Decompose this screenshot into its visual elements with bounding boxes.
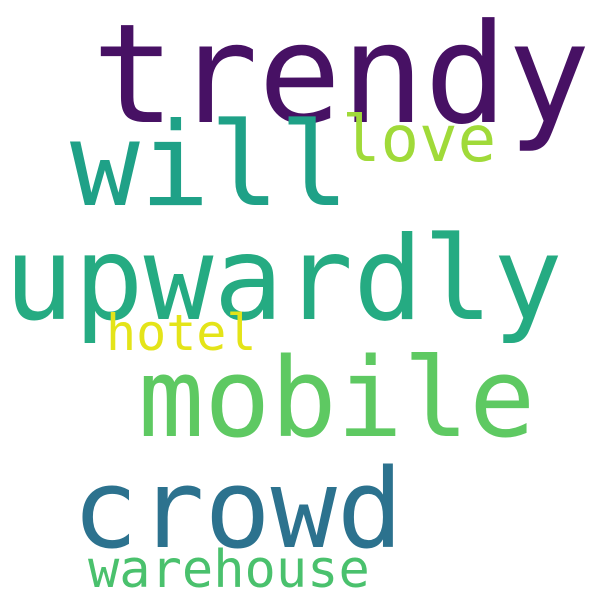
word-mobile: mobile	[138, 334, 536, 462]
word-love: love	[342, 103, 497, 177]
word-warehouse: warehouse	[88, 540, 370, 600]
word-crowd: crowd	[72, 445, 404, 573]
word-upwardly: upwardly	[4, 212, 563, 347]
word-trendy: trendy	[92, 0, 591, 155]
word-hotel: hotel	[106, 304, 257, 362]
word-will: will	[70, 98, 350, 233]
